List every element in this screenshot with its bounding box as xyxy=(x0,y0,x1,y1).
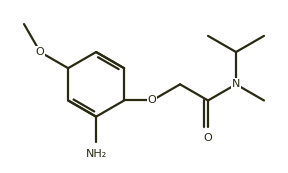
Text: O: O xyxy=(36,47,45,57)
Text: O: O xyxy=(148,95,156,106)
Text: O: O xyxy=(204,133,213,143)
Text: N: N xyxy=(232,79,240,89)
Text: NH₂: NH₂ xyxy=(86,149,107,159)
